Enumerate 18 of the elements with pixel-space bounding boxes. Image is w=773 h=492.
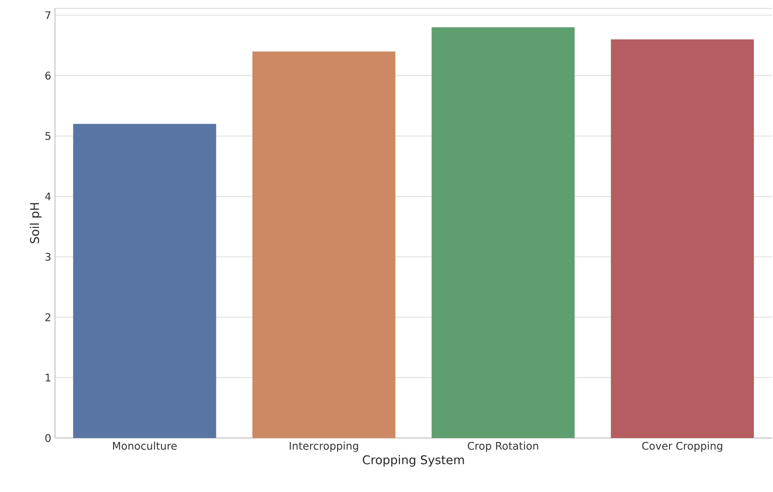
y-tick-label: 1	[46, 374, 50, 382]
x-tick-label: Crop Rotation	[468, 442, 538, 452]
y-tick-label: 4	[45, 192, 51, 200]
x-tick-label: Monoculture	[113, 442, 177, 450]
x-axis-title: Cropping System	[362, 455, 464, 467]
y-tick-label: 2	[45, 313, 50, 322]
y-axis-title: Soil pH	[30, 203, 42, 244]
y-tick-label: 5	[45, 132, 50, 140]
y-tick-label: 3	[45, 252, 50, 261]
bar	[73, 124, 216, 438]
y-tick-label: 0	[45, 434, 51, 442]
x-tick-label: Cover Cropping	[642, 442, 722, 452]
y-tick-label: 7	[45, 11, 50, 20]
bar	[610, 39, 754, 438]
x-tick-label: Intercropping	[290, 442, 358, 452]
y-tick-label: 6	[45, 72, 51, 80]
bar	[432, 27, 575, 438]
bar	[252, 51, 396, 438]
